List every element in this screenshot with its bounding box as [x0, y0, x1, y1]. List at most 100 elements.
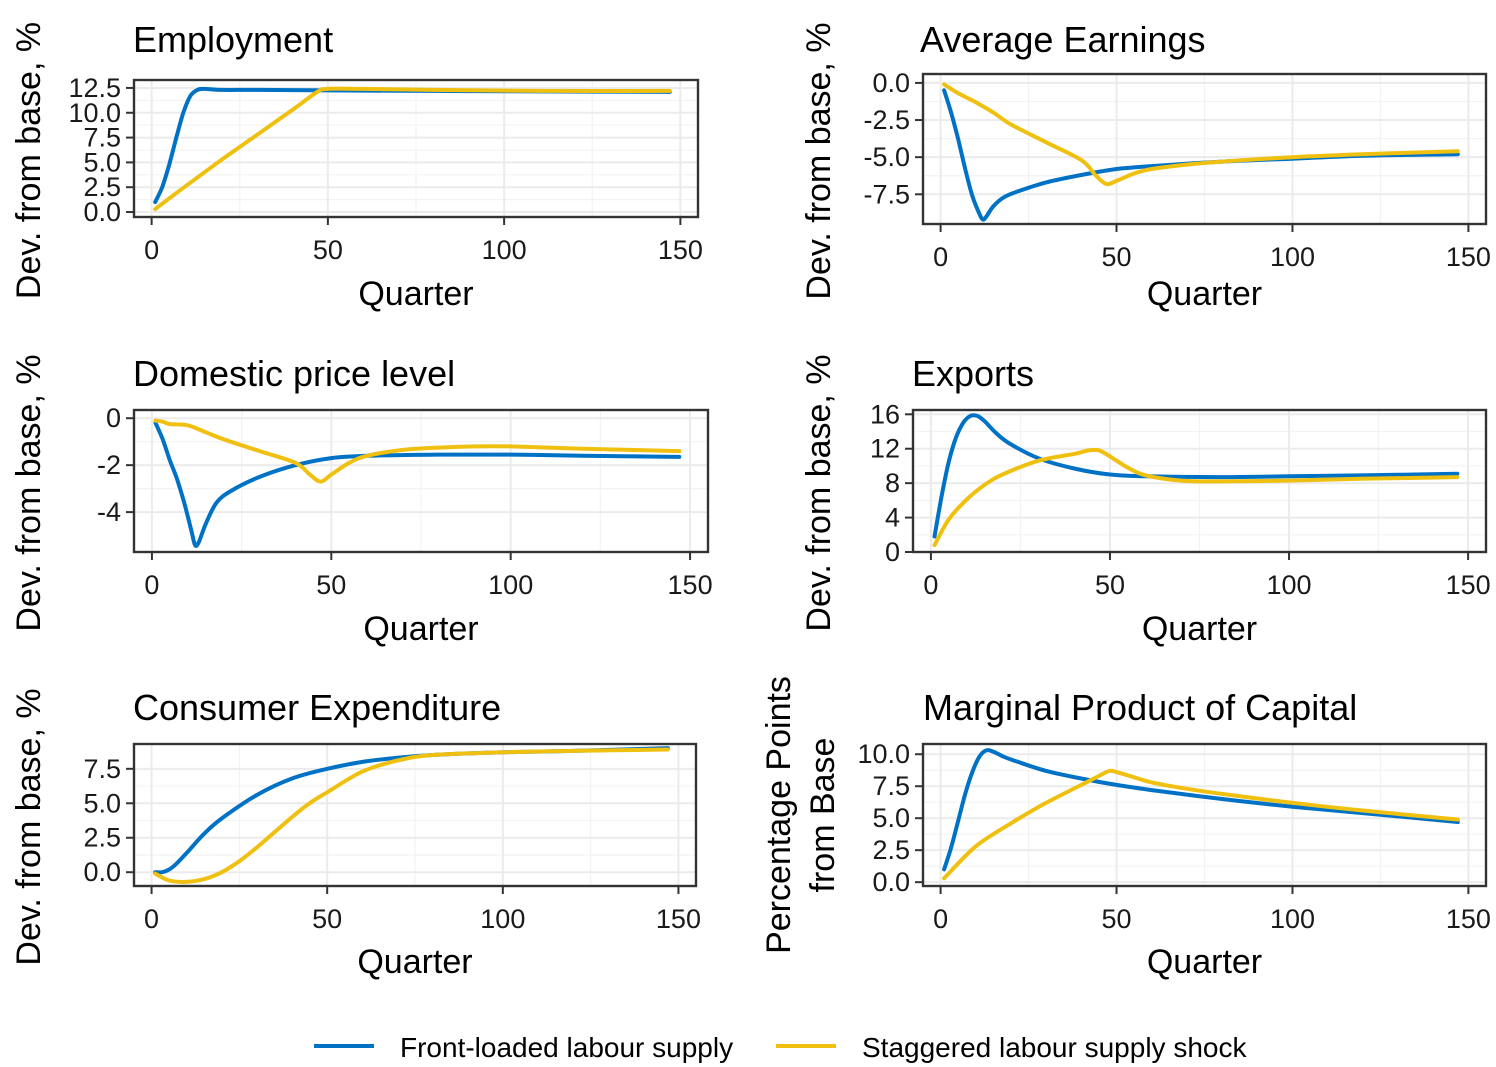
panel-domestic-price-level-minor-grid	[134, 410, 708, 552]
panel-exports-title: Exports	[912, 353, 1034, 394]
panel-domestic-price-level-line-front-loaded-labour-supply	[153, 420, 682, 548]
panel-domestic-price-level-frame	[132, 408, 710, 554]
y-tick-label: 8	[885, 468, 900, 498]
panel-marginal-product-of-capital-y-axis-title: Percentage Points from Base	[760, 676, 842, 954]
y-tick-label: 0.0	[872, 68, 910, 98]
panel-exports-x-axis: 0 50 100 150	[923, 410, 1491, 600]
panel-marginal-product-of-capital-y-axis: 0.02.55.07.510.0	[857, 739, 1486, 897]
x-tick-label: 100	[488, 570, 533, 600]
panel-exports-frame	[911, 408, 1488, 554]
panel-marginal-product-of-capital: 0 50 100 150 0.02.55.07.510.0 Marginal Produc…	[760, 676, 1491, 981]
panel-marginal-product-of-capital-line-staggered-labour-supply-shock	[942, 768, 1460, 881]
y-tick-label: 0	[106, 403, 121, 433]
panel-marginal-product-of-capital-minor-grid	[923, 744, 1486, 886]
x-tick-label: 150	[1446, 904, 1491, 934]
y-axis-title-line: Percentage Points	[760, 676, 798, 954]
panel-domestic-price-level: 0 50 100 150 0 -2 -4 Domestic price level Quarte…	[10, 353, 713, 648]
legend-item-front-loaded-labour-supply: Front-loaded labour supply	[314, 1032, 733, 1063]
x-tick-label: 150	[658, 235, 703, 265]
legend-label: Front-loaded labour supply	[400, 1032, 733, 1063]
x-tick-label: 150	[668, 570, 713, 600]
x-tick-label: 50	[316, 570, 346, 600]
panel-employment-minor-grid	[134, 80, 698, 217]
panel-domestic-price-level-title: Domestic price level	[133, 353, 455, 394]
legend: Front-loaded labour supply Staggered labo…	[314, 1032, 1247, 1063]
y-tick-label: 2.5	[83, 172, 121, 202]
panel-average-earnings-x-axis: 0 50 100 150	[933, 74, 1491, 272]
panel-average-earnings-y-axis-title: Dev. from base, %	[800, 22, 838, 299]
x-tick-label: 150	[656, 904, 701, 934]
panel-consumer-expenditure-y-axis: 0.0 2.5 5.0 7.5	[83, 754, 696, 887]
x-tick-label: 100	[1270, 242, 1315, 272]
panel-employment-y-axis: 0.02.55.07.510.012.5	[68, 73, 698, 227]
panel-average-earnings-title: Average Earnings	[920, 19, 1206, 60]
panel-consumer-expenditure-title: Consumer Expenditure	[133, 687, 501, 728]
panel-exports-line-front-loaded-labour-supply	[932, 413, 1460, 539]
panel-exports-y-axis-title: Dev. from base, %	[800, 354, 838, 631]
y-tick-label: 4	[885, 503, 900, 533]
panel-employment-y-axis-title: Dev. from base, %	[10, 22, 48, 299]
y-tick-label: 0.0	[872, 867, 910, 897]
panel-employment-frame	[132, 78, 700, 219]
panel-employment-x-axis: 0 50 100 150	[144, 80, 703, 265]
y-tick-label: 2.5	[83, 823, 121, 853]
legend-item-staggered-labour-supply-shock: Staggered labour supply shock	[776, 1032, 1247, 1063]
panel-average-earnings-y-axis: 0.0 -2.5 -5.0 -7.5	[863, 68, 1486, 209]
panel-employment-line-staggered-labour-supply-shock	[153, 86, 672, 212]
panel-exports-x-axis-title: Quarter	[1142, 610, 1257, 648]
panel-domestic-price-level-line-staggered-labour-supply-shock	[153, 418, 682, 484]
panel-consumer-expenditure-x-axis-title: Quarter	[357, 943, 472, 981]
panel-exports-minor-grid	[913, 410, 1486, 552]
x-tick-label: 50	[312, 904, 342, 934]
panel-exports-line-staggered-labour-supply-shock	[932, 447, 1460, 548]
panel-employment: 0 50 100 150 0.02.55.07.510.012.5 Employment Q…	[10, 19, 703, 313]
y-tick-label: 5.0	[83, 788, 121, 818]
panel-domestic-price-level-x-axis-title: Quarter	[363, 610, 478, 648]
panel-average-earnings-minor-grid	[923, 74, 1486, 224]
panel-employment-title: Employment	[133, 19, 333, 60]
panel-domestic-price-level-y-axis-title: Dev. from base, %	[10, 354, 48, 631]
panel-domestic-price-level-x-axis: 0 50 100 150	[144, 410, 713, 600]
y-tick-label: 5.0	[83, 147, 121, 177]
x-tick-label: 0	[144, 904, 159, 934]
x-tick-label: 50	[1102, 242, 1132, 272]
y-tick-label: 0.0	[83, 197, 121, 227]
x-tick-label: 100	[1270, 904, 1315, 934]
y-tick-label: 5.0	[872, 803, 910, 833]
y-tick-label: 0.0	[83, 857, 121, 887]
y-tick-label: -2.5	[863, 105, 910, 135]
panel-marginal-product-of-capital-x-axis-title: Quarter	[1147, 943, 1262, 981]
y-tick-label: 0	[885, 537, 900, 567]
panel-average-earnings-x-axis-title: Quarter	[1147, 275, 1262, 313]
panel-consumer-expenditure-minor-grid	[134, 744, 696, 886]
x-tick-label: 0	[933, 904, 948, 934]
panel-marginal-product-of-capital-x-axis: 0 50 100 150	[933, 744, 1491, 934]
x-tick-label: 50	[1102, 904, 1132, 934]
y-tick-label: 7.5	[83, 754, 121, 784]
panel-consumer-expenditure-line-staggered-labour-supply-shock	[153, 747, 670, 884]
x-tick-label: 0	[933, 242, 948, 272]
panel-consumer-expenditure-y-axis-title: Dev. from base, %	[10, 688, 48, 965]
x-tick-label: 0	[144, 570, 159, 600]
panel-consumer-expenditure-frame	[132, 742, 698, 888]
y-axis-title-line: from Base	[804, 738, 842, 893]
y-tick-label: 2.5	[872, 835, 910, 865]
panel-marginal-product-of-capital-frame	[921, 742, 1488, 888]
x-tick-label: 100	[1267, 570, 1312, 600]
y-tick-label: 7.5	[872, 771, 910, 801]
y-tick-label: -7.5	[863, 179, 910, 209]
y-tick-label: 12	[870, 434, 900, 464]
panel-domestic-price-level-y-axis: 0 -2 -4	[97, 403, 708, 527]
y-tick-label: -2	[97, 450, 121, 480]
y-tick-label: 7.5	[83, 123, 121, 153]
x-tick-label: 0	[144, 235, 159, 265]
y-tick-label: -5.0	[863, 142, 910, 172]
panel-marginal-product-of-capital-title: Marginal Product of Capital	[923, 687, 1357, 728]
panel-exports: 0 50 100 150 0 4 8 12 16 Exports Quarter Dev. from …	[800, 353, 1491, 648]
y-tick-label: 10.0	[857, 739, 910, 769]
panel-average-earnings: 0 50 100 150 0.0 -2.5 -5.0 -7.5 Average Earnings…	[800, 19, 1491, 313]
x-tick-label: 0	[923, 570, 938, 600]
x-tick-label: 150	[1446, 242, 1491, 272]
panel-employment-x-axis-title: Quarter	[358, 275, 473, 313]
